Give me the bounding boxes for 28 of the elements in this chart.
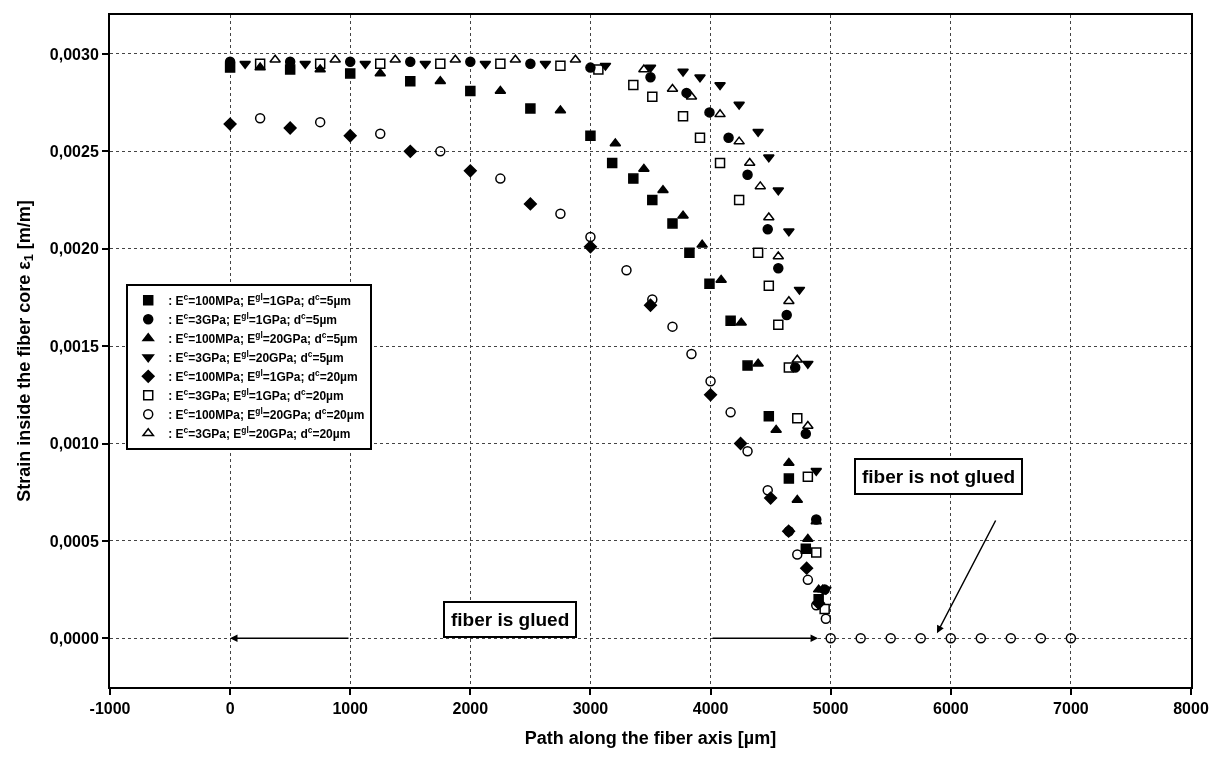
x-tick-label: 5000 xyxy=(812,700,849,718)
legend-label: : E$^{c}$=100MPa; E$^{gl}$=20GPa; d$^{c}$=20µm xyxy=(168,405,365,422)
annotation: fiber is glued xyxy=(451,609,570,630)
y-tick-label: 0,0015 xyxy=(49,337,99,355)
x-tick-label: 4000 xyxy=(692,700,729,718)
y-tick-label: 0,0000 xyxy=(49,629,99,647)
x-axis-title: Path along the fiber axis [µm] xyxy=(524,727,777,748)
x-tick-label: 0 xyxy=(225,700,235,718)
legend-label: : E$^{c}$=100MPa; E$^{gl}$=1GPa; d$^{c}$=5µm xyxy=(168,291,352,308)
y-tick-label: 0,0005 xyxy=(49,532,99,550)
y-tick-label: 0,0010 xyxy=(49,435,99,453)
y-tick-label: 0,0020 xyxy=(49,240,99,258)
x-tick-label: 8000 xyxy=(1173,700,1209,718)
y-tick-label: 0,0030 xyxy=(49,45,99,63)
legend-label: : E$^{c}$=3GPa; E$^{gl}$=20GPa; d$^{c}$=20µm xyxy=(168,424,351,441)
annotation: fiber is not glued xyxy=(862,466,1016,487)
legend-label: : E$^{c}$=3GPa; E$^{gl}$=1GPa; d$^{c}$=20µm xyxy=(168,386,344,403)
legend-label: : E$^{c}$=3GPa; E$^{gl}$=1GPa; d$^{c}$=5µm xyxy=(168,310,338,327)
x-tick-label: 2000 xyxy=(452,700,489,718)
x-tick-label: 3000 xyxy=(572,700,609,718)
x-tick-label: 6000 xyxy=(932,700,969,718)
legend-label: : E$^{c}$=100MPa; E$^{gl}$=1GPa; d$^{c}$=20µm xyxy=(168,367,358,384)
x-tick-label: -1000 xyxy=(89,700,131,718)
y-tick-label: 0,0025 xyxy=(49,142,99,160)
x-tick-label: 7000 xyxy=(1053,700,1089,718)
legend-label: : E$^{c}$=3GPa; E$^{gl}$=20GPa; d$^{c}$=5µm xyxy=(168,348,344,365)
legend-label: : E$^{c}$=100MPa; E$^{gl}$=20GPa; d$^{c}$=5µm xyxy=(168,329,358,346)
x-tick-label: 1000 xyxy=(332,700,369,718)
